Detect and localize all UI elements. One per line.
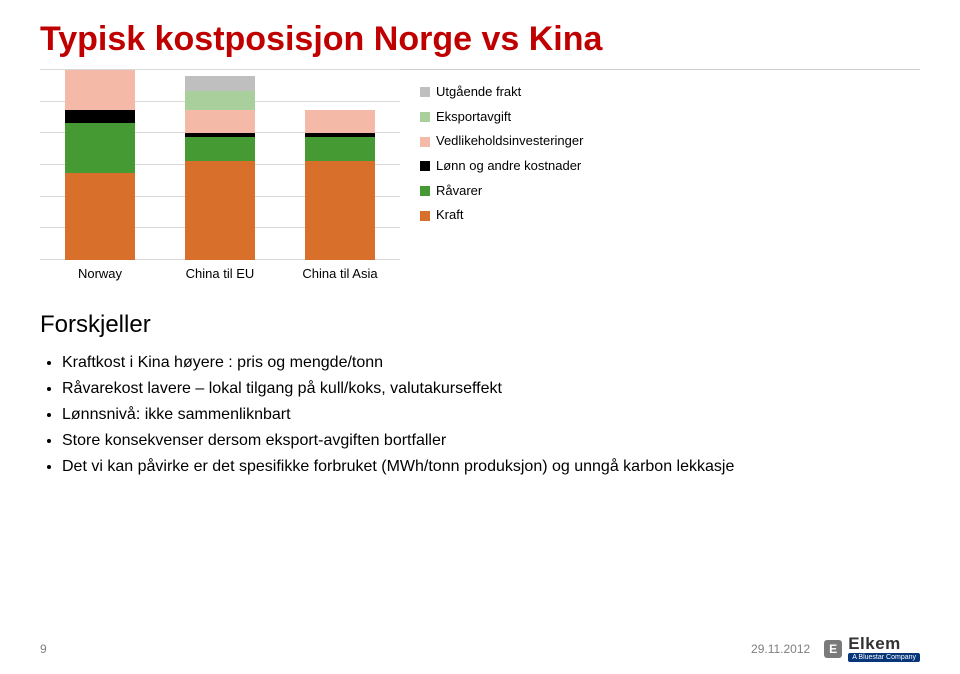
legend-swatch: [420, 112, 430, 122]
chart-wrap: Norway China til EU China til Asia: [40, 70, 400, 281]
chart-area: Norway China til EU China til Asia Utgåend…: [40, 70, 920, 281]
legend: Utgående fraktEksportavgiftVedlikeholdsi…: [420, 80, 583, 228]
bullet-item: Lønnsnivå: ikke sammenliknbart: [62, 403, 920, 427]
legend-item: Utgående frakt: [420, 80, 583, 105]
bar-segment-kraft: [305, 161, 375, 260]
bar-segment-ravarer: [305, 137, 375, 162]
bar-segment-lonn: [65, 110, 135, 123]
legend-swatch: [420, 137, 430, 147]
logo-icon: E: [824, 640, 842, 658]
legend-item: Eksportavgift: [420, 105, 583, 130]
bar-segment-kraft: [65, 173, 135, 260]
bar-segment-vedl: [305, 110, 375, 133]
legend-label: Lønn og andre kostnader: [436, 154, 581, 179]
legend-item: Råvarer: [420, 179, 583, 204]
bar-segment-ravarer: [65, 123, 135, 172]
bar-segment-eksport: [185, 91, 255, 110]
footer-date: 29.11.2012: [47, 642, 811, 656]
legend-swatch: [420, 186, 430, 196]
bullet-item: Råvarekost lavere – lokal tilgang på kul…: [62, 377, 920, 401]
legend-item: Lønn og andre kostnader: [420, 154, 583, 179]
body-text: Forskjeller Kraftkost i Kina høyere : pr…: [40, 311, 920, 479]
legend-label: Vedlikeholdsinvesteringer: [436, 129, 583, 154]
legend-item: Kraft: [420, 203, 583, 228]
footer: 9 29.11.2012 E Elkem A Bluestar Company: [40, 635, 920, 662]
logo: E Elkem A Bluestar Company: [824, 635, 920, 662]
logo-tagline: A Bluestar Company: [848, 653, 920, 662]
slide: Typisk kostposisjon Norge vs Kina Norway…: [0, 0, 960, 674]
legend-swatch: [420, 161, 430, 171]
stacked-bar-chart: [40, 70, 400, 260]
legend-item: Vedlikeholdsinvesteringer: [420, 129, 583, 154]
x-axis-label: Norway: [60, 266, 140, 281]
bullet-item: Det vi kan påvirke er det spesifikke for…: [62, 455, 920, 479]
bar-segment-vedl: [65, 70, 135, 110]
section-heading: Forskjeller: [40, 311, 920, 339]
legend-label: Kraft: [436, 203, 463, 228]
x-axis-labels: Norway China til EU China til Asia: [40, 266, 400, 281]
bullet-item: Store konsekvenser dersom eksport-avgift…: [62, 429, 920, 453]
bar: [185, 76, 255, 260]
x-axis-label: China til EU: [180, 266, 260, 281]
x-axis-label: China til Asia: [300, 266, 380, 281]
bar-segment-vedl: [185, 110, 255, 133]
bar-segment-kraft: [185, 161, 255, 260]
legend-label: Utgående frakt: [436, 80, 521, 105]
bar-segment-frakt: [185, 76, 255, 91]
bar: [305, 110, 375, 260]
page-number: 9: [40, 642, 47, 656]
bars: [40, 70, 400, 260]
bullet-item: Kraftkost i Kina høyere : pris og mengde…: [62, 351, 920, 375]
logo-text: Elkem: [848, 635, 901, 652]
legend-swatch: [420, 211, 430, 221]
bar-segment-ravarer: [185, 137, 255, 162]
logo-text-col: Elkem A Bluestar Company: [848, 635, 920, 662]
legend-swatch: [420, 87, 430, 97]
bullet-list: Kraftkost i Kina høyere : pris og mengde…: [40, 351, 920, 479]
bar: [65, 70, 135, 260]
legend-label: Råvarer: [436, 179, 482, 204]
legend-label: Eksportavgift: [436, 105, 511, 130]
page-title: Typisk kostposisjon Norge vs Kina: [40, 20, 920, 59]
